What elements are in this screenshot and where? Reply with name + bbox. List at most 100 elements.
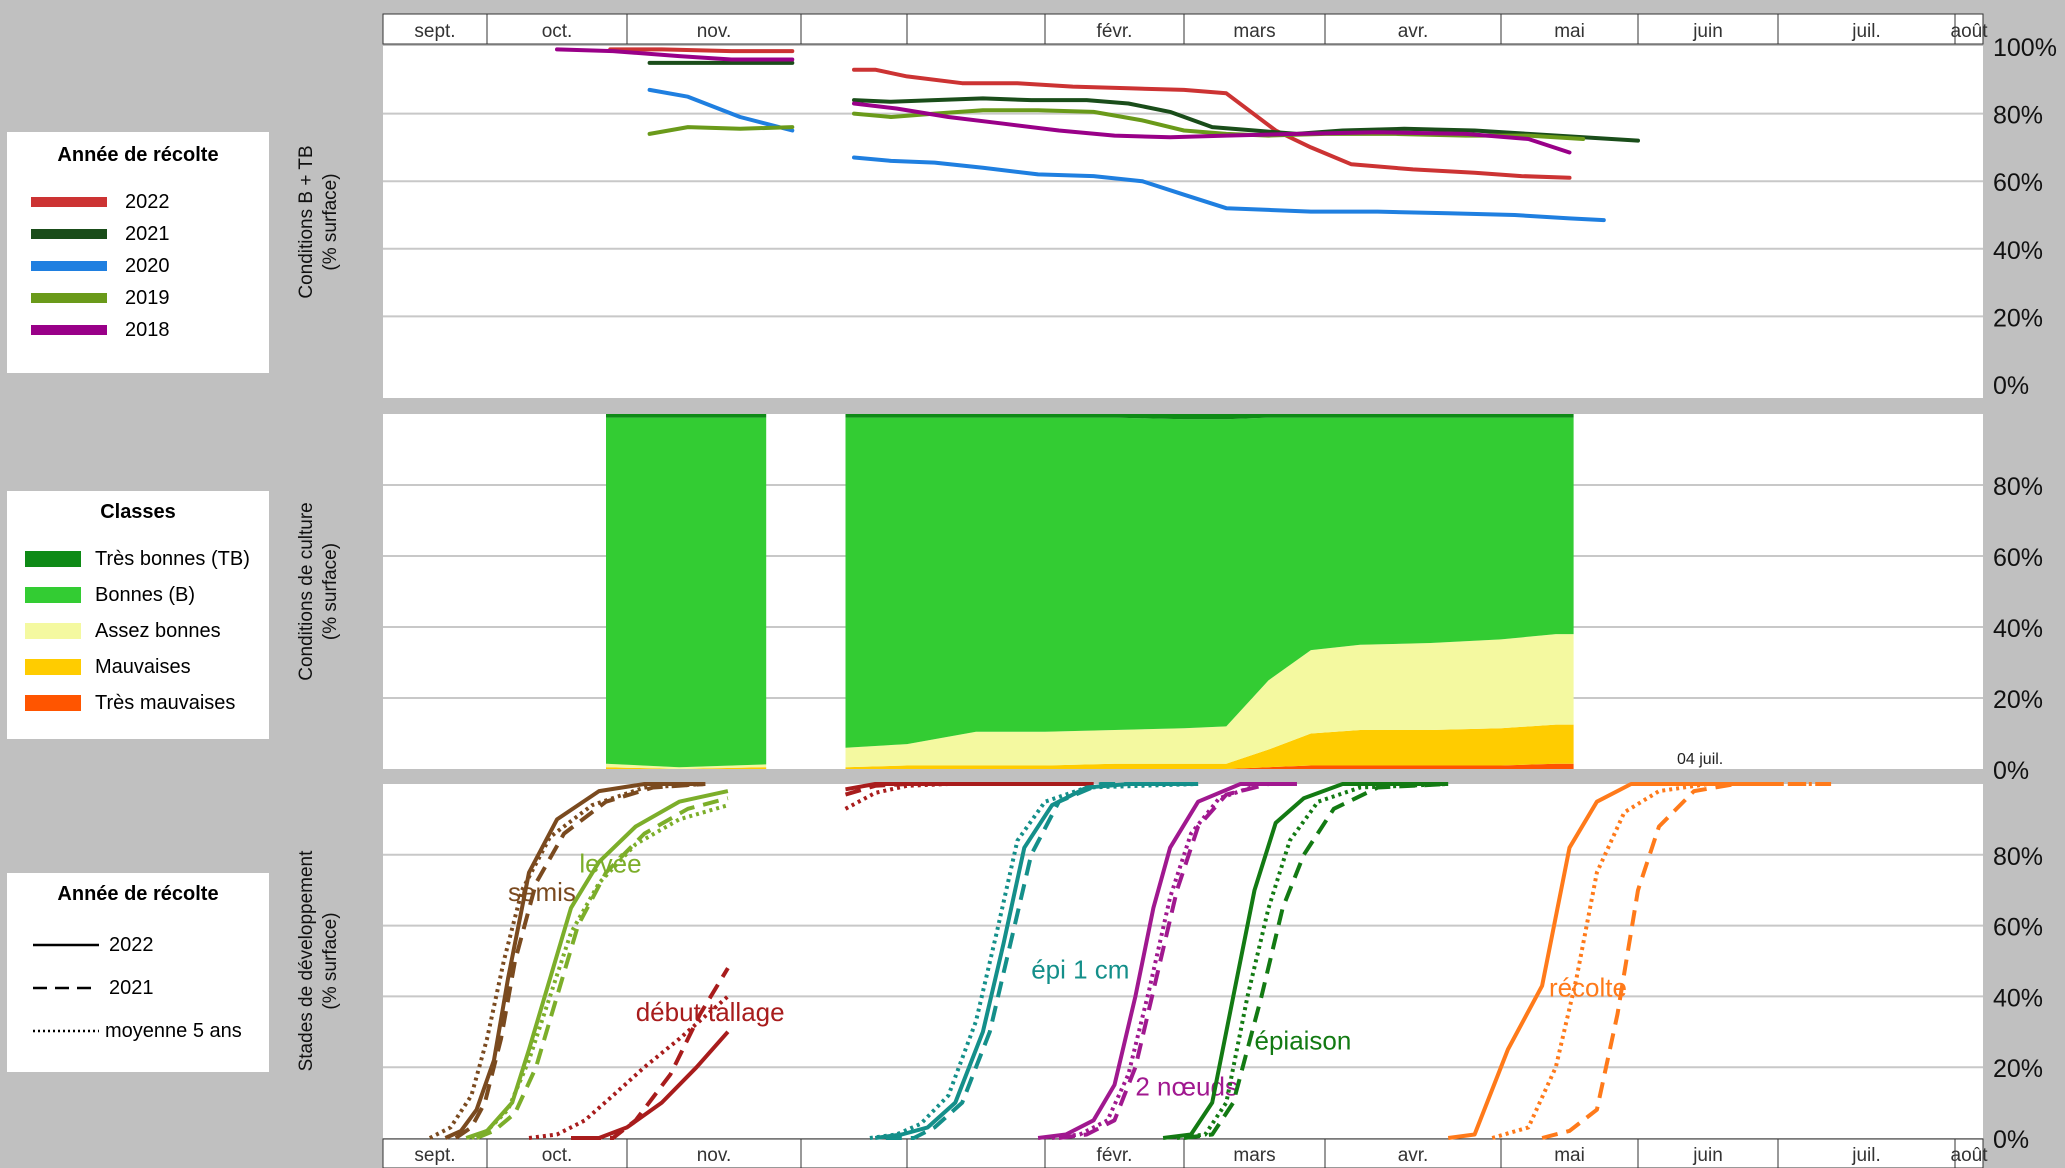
stage-line-solid	[571, 1030, 730, 1140]
stage-line-dotted	[1491, 782, 1814, 1140]
panel-2-y-tick: 20%	[1993, 686, 2043, 714]
stage-label: levée	[579, 849, 641, 879]
panel-3-plot-area	[383, 784, 1983, 1138]
top-month-label: juil.	[1851, 21, 1881, 42]
panel-1-y-tick: 80%	[1993, 102, 2043, 130]
panel-2-y-tick: 0%	[1993, 757, 2029, 785]
series-line-2021	[852, 96, 1640, 143]
area-assez-bonnes-block-1	[606, 763, 767, 769]
area-mauvaises-block-2	[845, 724, 1574, 769]
stage-line-solid	[1447, 782, 1778, 1140]
bottom-month-label: nov.	[697, 1145, 732, 1166]
stage-line-solid	[1037, 782, 1297, 1140]
legend-swatch	[33, 943, 99, 947]
legend-swatch	[31, 293, 107, 303]
bottom-month-label: mai	[1554, 1145, 1585, 1166]
legend-swatch	[25, 623, 81, 639]
legend-year-item: 2022	[7, 188, 269, 216]
stage-line-solid	[845, 782, 1094, 792]
area-tr-s-bonnes-tb--block-2	[845, 414, 1574, 420]
bottom-month-label: août	[1951, 1145, 1989, 1166]
panel-3-ylabel-unit: (% surface)	[320, 912, 341, 1009]
panel-1-y-tick: 0%	[1993, 372, 2029, 400]
stage-line-dotted	[528, 994, 730, 1140]
legend-swatch	[31, 261, 107, 271]
stage-label: récolte	[1549, 972, 1627, 1002]
top-month-label: nov.	[697, 21, 732, 42]
panel-3-y-tick: 80%	[1993, 843, 2043, 871]
stage-label: 2 nœuds	[1135, 1072, 1238, 1102]
stage-line-dashed	[1058, 782, 1297, 1140]
stage-line-solid	[874, 782, 1199, 1140]
legend-label: 2022	[125, 191, 170, 213]
area-assez-bonnes-block-2	[845, 634, 1574, 768]
legend-years-title: Année de récolte	[57, 144, 219, 166]
panel-2-y-tick: 80%	[1993, 473, 2043, 501]
stage-line-dotted	[1051, 782, 1297, 1140]
top-month-label: sept.	[414, 21, 455, 42]
legend-label: 2021	[109, 977, 154, 999]
series-line-2018	[852, 101, 1572, 155]
panel-2-date-annotation: 04 juil.	[1677, 751, 1723, 768]
series-line-2022	[852, 67, 1572, 180]
panel-2-ylabel: Conditions de culture	[296, 502, 317, 681]
legend-swatch	[25, 695, 81, 711]
legend-label: Très mauvaises	[95, 692, 236, 714]
legend-stage-item: 2022	[7, 931, 269, 959]
legend-class-item: Très bonnes (TB)	[7, 545, 269, 573]
panel-3-y-tick: 40%	[1993, 984, 2043, 1012]
stage-line-dotted	[869, 782, 1199, 1140]
legend-swatch	[33, 1029, 99, 1033]
legend-swatch	[25, 551, 81, 567]
panel-3-y-tick: 20%	[1993, 1055, 2043, 1083]
top-month-label: mai	[1554, 21, 1585, 42]
legend-swatch	[31, 325, 107, 335]
stage-line-dashed	[1541, 782, 1832, 1140]
bottom-month-label: oct.	[542, 1145, 573, 1166]
stage-line-solid	[444, 782, 706, 1140]
stage-line-dotted	[1176, 782, 1449, 1140]
top-month-label: mars	[1233, 21, 1275, 42]
panel-1-y-tick: 100%	[1993, 34, 2057, 62]
stage-label: semis	[508, 877, 576, 907]
legend-label: 2018	[125, 319, 170, 341]
legend-classes: Classes Très bonnes (TB) Bonnes (B) Assez …	[7, 491, 269, 739]
legend-swatch	[31, 229, 107, 239]
panel-2-ylabel-unit: (% surface)	[320, 543, 341, 640]
legend-label: moyenne 5 ans	[105, 1020, 242, 1042]
legend-years: Année de récolte 2022 2021 2020 2019 2018	[7, 132, 269, 373]
legend-swatch	[25, 587, 81, 603]
legend-year-item: 2020	[7, 252, 269, 280]
legend-year-item: 2019	[7, 284, 269, 312]
legend-label: Bonnes (B)	[95, 584, 196, 606]
stage-line-solid	[465, 789, 729, 1140]
legend-class-item: Assez bonnes	[7, 617, 269, 645]
legend-class-item: Bonnes (B)	[7, 581, 269, 609]
bottom-month-label: sept.	[414, 1145, 455, 1166]
top-month-label: févr.	[1097, 21, 1133, 42]
top-month-label: avr.	[1398, 21, 1429, 42]
panel-1-plot-area	[383, 46, 1983, 398]
panel-1-y-tick: 40%	[1993, 237, 2043, 265]
panel-1-ylabel: Conditions B + TB	[296, 145, 317, 298]
stage-line-dotted	[428, 782, 706, 1140]
stage-label: épi 1 cm	[1031, 955, 1129, 985]
legend-stages-title: Année de récolte	[57, 883, 219, 905]
legend-label: Très bonnes (TB)	[95, 548, 250, 570]
stage-line-dashed	[475, 796, 729, 1140]
area-tr-s-mauvaises-block-2	[845, 763, 1574, 769]
series-line-2018	[555, 47, 795, 62]
legend-stages: Année de récolte 2022 2021 moyenne 5 ans	[7, 873, 269, 1072]
area-bonnes-b--block-2	[845, 417, 1574, 748]
legend-class-item: Mauvaises	[7, 653, 269, 681]
stage-label: début tallage	[636, 997, 785, 1027]
area-bonnes-b--block-1	[606, 417, 767, 768]
legend-class-item: Très mauvaises	[7, 689, 269, 717]
legend-label: 2022	[109, 934, 154, 956]
series-line-2020	[852, 155, 1606, 223]
panel-3-y-tick: 0%	[1993, 1126, 2029, 1154]
bottom-month-label: juil.	[1851, 1145, 1881, 1166]
panel-1-y-axis-title: Conditions B + TB (% surface)	[296, 145, 341, 298]
top-month-bar	[382, 13, 1984, 45]
